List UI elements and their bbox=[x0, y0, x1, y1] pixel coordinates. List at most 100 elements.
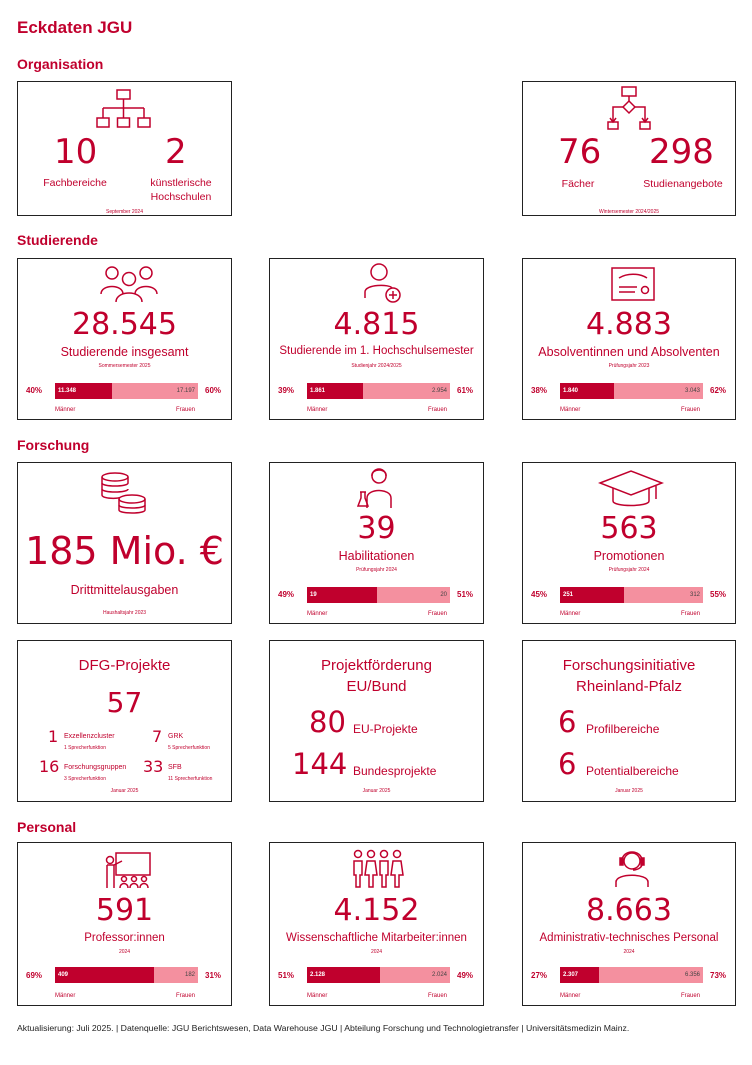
hochschulen-label: künstlerische Hochschulen bbox=[150, 177, 212, 203]
studienangebote-number: 298 bbox=[649, 132, 714, 172]
date-label: 2024 bbox=[118, 949, 131, 955]
label-male: Männer bbox=[560, 993, 581, 999]
gender-bar: 2.307 6.356 bbox=[560, 967, 703, 983]
pct-male: 45% bbox=[531, 590, 548, 599]
bar-female: 312 bbox=[624, 587, 703, 603]
gender-bar: 251 312 bbox=[560, 587, 703, 603]
grk-label: GRK bbox=[168, 733, 184, 740]
bar-female: 20 bbox=[377, 587, 450, 603]
potentialbereiche-label: Potentialbereiche bbox=[586, 764, 679, 778]
headset-icon bbox=[613, 847, 651, 889]
card-title: Forschungsinitiative Rheinland-Pfalz bbox=[562, 657, 696, 695]
label-male: Männer bbox=[307, 611, 328, 617]
pct-female: 73% bbox=[710, 971, 727, 980]
bar-male: 409 bbox=[55, 967, 154, 983]
date-label: Sommersemester 2025 bbox=[98, 363, 151, 369]
profilbereiche-label: Profilbereiche bbox=[586, 722, 660, 736]
bar-female: 17.197 bbox=[112, 383, 198, 399]
section-personal: Personal bbox=[17, 819, 77, 835]
faecher-label: Fächer bbox=[561, 178, 595, 190]
bundesprojekte-number: 144 bbox=[292, 747, 348, 781]
label-male: Männer bbox=[560, 407, 581, 413]
exzellenzcluster-number: 1 bbox=[48, 727, 59, 746]
team-icon bbox=[351, 849, 405, 889]
grk-sub: 5 Sprecherfunktion bbox=[168, 745, 210, 751]
people-group-icon bbox=[100, 264, 158, 304]
card-dfg-projekte: DFG-Projekte 57 1 Exzellenzcluster 1 Spr… bbox=[17, 640, 232, 802]
bar-female: 2.954 bbox=[362, 383, 450, 399]
label-female: Frauen bbox=[681, 611, 701, 617]
date-label: Prüfungsjahr 2023 bbox=[608, 363, 650, 369]
gender-bar: 1.861 2.954 bbox=[307, 383, 450, 399]
pct-male: 38% bbox=[531, 386, 548, 395]
bar-male: 19 bbox=[307, 587, 378, 603]
bar-female: 182 bbox=[153, 967, 198, 983]
card-projektfoerderung: Projektförderung EU/Bund 80 EU-Projekte 1… bbox=[269, 640, 484, 802]
gender-bar: 11.348 17.197 bbox=[55, 383, 198, 399]
exzellenzcluster-sub: 1 Sprecherfunktion bbox=[64, 745, 106, 751]
pct-female: 60% bbox=[205, 386, 222, 395]
sfb-number: 33 bbox=[143, 757, 164, 776]
forschungsgruppen-label: Forschungsgruppen bbox=[64, 764, 127, 771]
stat-label: Wissenschaftliche Mitarbeiter:innen bbox=[286, 932, 467, 944]
label-male: Männer bbox=[307, 407, 328, 413]
label-female: Frauen bbox=[428, 407, 448, 413]
stat-number: 4.152 bbox=[333, 893, 420, 928]
date-label: Studienjahr 2024/2025 bbox=[351, 363, 402, 369]
eu-projekte-label: EU-Projekte bbox=[353, 722, 418, 736]
forschungsgruppen-number: 16 bbox=[39, 757, 60, 776]
card-habilitationen: 39 Habilitationen Prüfungsjahr 2024 49% … bbox=[269, 462, 484, 624]
card-title: DFG-Projekte bbox=[78, 657, 171, 674]
label-female: Frauen bbox=[681, 993, 701, 999]
card-forschungsinitiative: Forschungsinitiative Rheinland-Pfalz 6 Pr… bbox=[522, 640, 736, 802]
sfb-sub: 11 Sprecherfunktion bbox=[168, 776, 213, 782]
eu-projekte-number: 80 bbox=[309, 705, 346, 739]
label-female: Frauen bbox=[176, 407, 196, 413]
date-label: Januar 2025 bbox=[362, 788, 391, 794]
stat-number: 4.883 bbox=[586, 307, 672, 342]
bundesprojekte-label: Bundesprojekte bbox=[353, 764, 437, 778]
exzellenzcluster-label: Exzellenzcluster bbox=[64, 733, 115, 740]
card-professoren: 591 Professor:innen 2024 69% 409 182 31%… bbox=[17, 842, 232, 1006]
stat-label: Studierende im 1. Hochschulsemester bbox=[279, 345, 474, 357]
flowchart-icon bbox=[607, 85, 651, 131]
bar-male: 1.840 bbox=[560, 383, 615, 399]
card-admin-personal: 8.663 Administrativ-technisches Personal… bbox=[522, 842, 736, 1006]
stat-label: Absolventinnen und Absolventen bbox=[538, 345, 720, 359]
footer-note: Aktualisierung: Juli 2025. | Datenquelle… bbox=[17, 1023, 630, 1033]
section-studierende: Studierende bbox=[17, 232, 98, 248]
stat-label: Promotionen bbox=[593, 549, 665, 563]
bar-female: 3.043 bbox=[614, 383, 703, 399]
date-label: Haushaltsjahr 2023 bbox=[102, 610, 147, 616]
stat-number: 8.663 bbox=[586, 893, 672, 928]
card-title: Projektförderung EU/Bund bbox=[321, 657, 432, 695]
faecher-number: 76 bbox=[558, 132, 602, 172]
coins-icon bbox=[98, 471, 148, 515]
label-female: Frauen bbox=[681, 407, 701, 413]
date-label: Januar 2025 bbox=[615, 788, 643, 794]
dfg-total: 57 bbox=[106, 686, 143, 719]
fachbereiche-label: Fachbereiche bbox=[43, 177, 107, 189]
card-wiss-mitarbeiter: 4.152 Wissenschaftliche Mitarbeiter:inne… bbox=[269, 842, 484, 1006]
bar-male: 251 bbox=[560, 587, 625, 603]
stat-number: 591 bbox=[95, 893, 154, 928]
card-faecher: 76 298 Fächer Studienangebote Winterseme… bbox=[522, 81, 736, 216]
card-fachbereiche: 10 2 Fachbereiche künstlerische Hochschul… bbox=[17, 81, 232, 216]
graduation-cap-icon bbox=[598, 469, 664, 509]
stat-label: Administrativ-technisches Personal bbox=[539, 932, 719, 944]
stat-label: Professor:innen bbox=[84, 932, 165, 944]
bar-male: 2.307 bbox=[560, 967, 599, 983]
stat-label: Habilitationen bbox=[338, 549, 415, 563]
gender-bar: 2.128 2.024 bbox=[307, 967, 450, 983]
stat-number: 28.545 bbox=[72, 307, 177, 342]
section-organisation: Organisation bbox=[17, 56, 104, 72]
fachbereiche-number: 10 bbox=[54, 132, 98, 172]
bar-female: 2.024 bbox=[379, 967, 450, 983]
pct-male: 40% bbox=[26, 386, 43, 395]
section-forschung: Forschung bbox=[17, 437, 90, 453]
pct-male: 49% bbox=[278, 590, 295, 599]
label-female: Frauen bbox=[428, 993, 448, 999]
gender-bar: 409 182 bbox=[55, 967, 198, 983]
label-male: Männer bbox=[55, 993, 76, 999]
person-add-icon bbox=[362, 262, 404, 304]
